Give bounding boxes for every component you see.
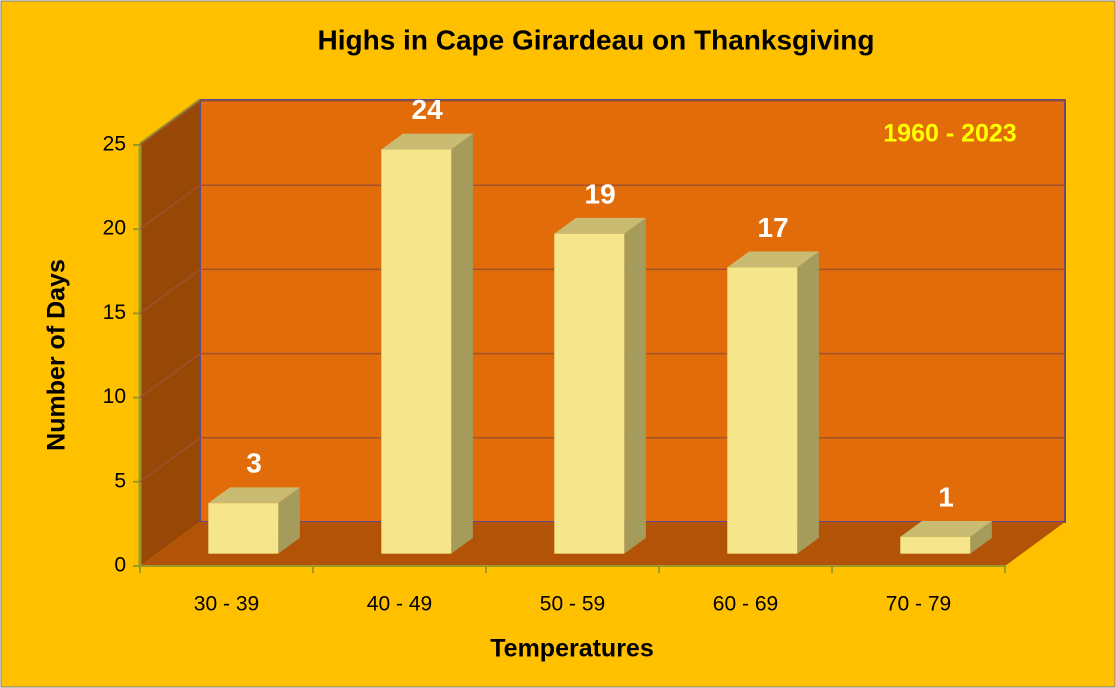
bar-side bbox=[797, 251, 819, 554]
side-wall bbox=[140, 100, 200, 566]
chart-title: Highs in Cape Girardeau on Thanksgiving bbox=[318, 24, 875, 55]
y-tick-label: 10 bbox=[103, 385, 126, 408]
bar-top bbox=[554, 217, 646, 234]
value-label: 19 bbox=[585, 178, 616, 209]
bar-side bbox=[451, 133, 473, 554]
bar bbox=[381, 149, 452, 554]
bar-top bbox=[208, 487, 300, 504]
grid-line bbox=[139, 352, 201, 399]
bar bbox=[208, 503, 279, 554]
x-axis-title: Temperatures bbox=[490, 635, 654, 663]
bar-top bbox=[381, 133, 473, 150]
bar bbox=[900, 536, 971, 554]
side-wall-edge bbox=[139, 98, 201, 146]
y-tick-label: 0 bbox=[114, 554, 126, 577]
annotation: 1960 - 2023 bbox=[883, 120, 1016, 148]
value-label: 24 bbox=[412, 94, 444, 125]
bar bbox=[554, 233, 625, 554]
bar-side bbox=[970, 521, 992, 554]
grid-line bbox=[139, 437, 201, 483]
grid-line bbox=[139, 100, 201, 146]
bar-top bbox=[727, 251, 819, 268]
value-label: 3 bbox=[246, 448, 262, 479]
bar-top bbox=[900, 521, 992, 537]
x-tick-label: 30 - 39 bbox=[194, 593, 259, 616]
value-label: 17 bbox=[758, 212, 789, 243]
y-tick-label: 5 bbox=[114, 469, 126, 492]
y-tick-label: 15 bbox=[103, 301, 126, 324]
x-tick-label: 60 - 69 bbox=[713, 593, 778, 616]
x-tick-label: 50 - 59 bbox=[540, 593, 605, 616]
grid-line bbox=[139, 184, 201, 230]
x-tick-label: 70 - 79 bbox=[886, 593, 951, 616]
y-tick-label: 20 bbox=[103, 217, 126, 240]
y-axis-title: Number of Days bbox=[43, 259, 71, 451]
x-tick-label: 40 - 49 bbox=[367, 593, 432, 616]
value-label: 1 bbox=[938, 481, 954, 512]
bar-side bbox=[278, 487, 300, 554]
bar bbox=[727, 267, 798, 554]
y-tick-label: 25 bbox=[103, 133, 126, 156]
bar-side bbox=[624, 217, 646, 554]
grid-line bbox=[139, 268, 201, 315]
